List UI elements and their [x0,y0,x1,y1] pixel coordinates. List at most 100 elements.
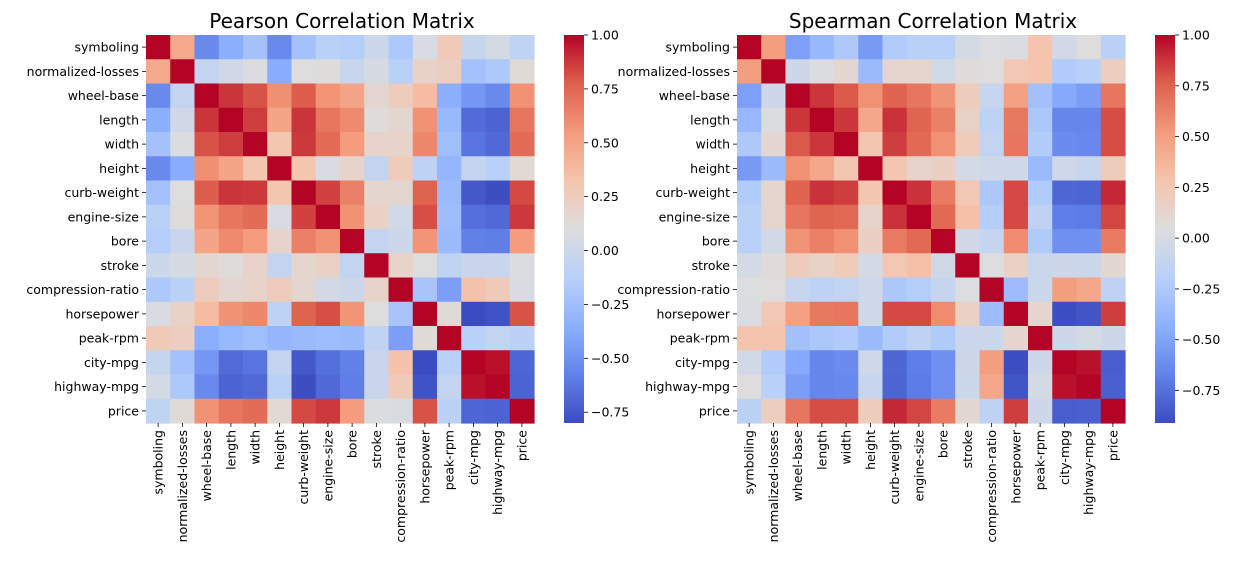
heatmap-cell-stroke-stroke [955,253,981,279]
heatmap-cell-highway-mpg-engine-size [315,374,341,400]
heatmap-cell-bore-horsepower [412,229,438,254]
heatmap-cell-width-price [1100,132,1126,157]
heatmap-cell-city-mpg-width [243,350,268,376]
heatmap-cell-stroke-symboling [146,253,171,279]
heatmap-cell-engine-size-length [218,204,244,230]
heatmap-cell-city-mpg-compression-ratio [388,350,414,376]
heatmap-cell-highway-mpg-length [809,374,835,400]
heatmap-cell-peak-rpm-height [858,326,884,351]
heatmap-cell-symboling-peak-rpm [1028,35,1053,60]
heatmap-cell-engine-size-horsepower [412,204,438,230]
heatmap-cell-horsepower-city-mpg [1052,301,1078,327]
x-tick-label: wheel-base [790,430,805,502]
y-tick-label: symboling [666,40,730,55]
heatmap-cell-peak-rpm-symboling [146,326,171,351]
heatmap-cell-wheel-base-peak-rpm [437,83,462,109]
heatmap-cell-curb-weight-highway-mpg [485,180,511,206]
heatmap-cell-normalized-losses-width [834,59,859,85]
heatmap-cell-engine-size-bore [931,204,956,230]
heatmap-cell-curb-weight-width [243,180,268,206]
heatmap-cell-bore-symboling [146,229,171,254]
y-tick-label: city-mpg [675,355,730,370]
heatmap-cell-peak-rpm-horsepower [412,326,438,351]
heatmap-cell-price-peak-rpm [437,398,462,424]
heatmap-cell-stroke-curb-weight [291,253,317,279]
heatmap-cell-length-city-mpg [461,107,487,133]
heatmap-cell-engine-size-compression-ratio [388,204,414,230]
heatmap-cell-normalized-losses-stroke [364,59,390,85]
heatmap-cell-horsepower-stroke [364,301,390,327]
heatmap-cell-normalized-losses-stroke [955,59,981,85]
heatmap-cell-width-price [509,132,535,157]
heatmap-cell-horsepower-normalized-losses [761,301,787,327]
heatmap-cell-wheel-base-height [267,83,293,109]
heatmap-cell-symboling-horsepower [412,35,438,60]
heatmap-cell-length-normalized-losses [170,107,196,133]
heatmap-cell-width-peak-rpm [1028,132,1053,157]
heatmap-cell-peak-rpm-normalized-losses [761,326,787,351]
heatmap-cell-height-height [267,156,293,182]
heatmap-cell-horsepower-length [218,301,244,327]
y-tick-label: engine-size [659,209,731,224]
heatmap-cell-horsepower-city-mpg [461,301,487,327]
heatmap-cell-symboling-length [218,35,244,60]
heatmap-cell-stroke-height [267,253,293,279]
heatmap-cell-curb-weight-city-mpg [1052,180,1078,206]
heatmap-cell-curb-weight-horsepower [1003,180,1029,206]
heatmap-cell-bore-peak-rpm [1028,229,1053,254]
heatmap-cell-symboling-price [509,35,535,60]
heatmap-cell-city-mpg-symboling [737,350,762,376]
heatmap-cell-horsepower-height [858,301,884,327]
heatmap-cell-horsepower-curb-weight [882,301,908,327]
heatmap-cell-bore-length [218,229,244,254]
heatmap-cell-horsepower-stroke [955,301,981,327]
heatmap-cell-normalized-losses-highway-mpg [485,59,511,85]
heatmap-cell-horsepower-engine-size [906,301,932,327]
heatmap-cell-highway-mpg-stroke [364,374,390,400]
heatmap-cell-highway-mpg-curb-weight [882,374,908,400]
colorbar-tick-label: −0.25 [591,297,629,312]
heatmap-cell-width-wheel-base [194,132,220,157]
heatmap-cell-length-width [243,107,268,133]
heatmap-cell-bore-length [809,229,835,254]
heatmap-cell-highway-mpg-peak-rpm [1028,374,1053,400]
heatmap-cell-city-mpg-horsepower [1003,350,1029,376]
heatmap-cell-width-horsepower [1003,132,1029,157]
heatmap-cell-bore-peak-rpm [437,229,462,254]
heatmap-cell-price-price [509,398,535,424]
heatmap-cell-curb-weight-curb-weight [882,180,908,206]
heatmap-cell-compression-ratio-symboling [737,277,762,303]
heatmap-cell-length-compression-ratio [388,107,414,133]
x-tick-label: height [272,430,287,470]
heatmap-cell-stroke-height [858,253,884,279]
heatmap-cell-symboling-curb-weight [291,35,317,60]
x-tick-label: width [839,430,854,464]
heatmap-cell-stroke-price [1100,253,1126,279]
heatmap-cell-wheel-base-stroke [364,83,390,109]
heatmap-cell-height-wheel-base [194,156,220,182]
heatmap-cell-wheel-base-normalized-losses [170,83,196,109]
heatmap-cell-curb-weight-highway-mpg [1076,180,1102,206]
heatmap-cell-curb-weight-stroke [364,180,390,206]
heatmap-cell-width-normalized-losses [761,132,787,157]
y-tick-label: wheel-base [659,88,731,103]
heatmap-cell-engine-size-highway-mpg [1076,204,1102,230]
heatmap-cell-height-city-mpg [1052,156,1078,182]
heatmap-cell-length-length [218,107,244,133]
heatmap-cell-horsepower-normalized-losses [170,301,196,327]
heatmap-cell-normalized-losses-symboling [146,59,171,85]
heatmap-cell-bore-curb-weight [882,229,908,254]
heatmap-cell-stroke-width [243,253,268,279]
x-tick-label: compression-ratio [393,430,408,543]
colorbar-tick-label: −0.75 [591,405,629,420]
heatmap-cell-stroke-peak-rpm [1028,253,1053,279]
heatmap-cell-city-mpg-curb-weight [882,350,908,376]
heatmap-cell-engine-size-height [858,204,884,230]
heatmap-cell-engine-size-price [509,204,535,230]
heatmap-cell-length-curb-weight [291,107,317,133]
heatmap-cell-symboling-symboling [146,35,171,60]
heatmap-cell-symboling-bore [340,35,365,60]
heatmap-cell-peak-rpm-city-mpg [461,326,487,351]
heatmap-cell-price-city-mpg [1052,398,1078,424]
colorbar-tick-label: 0.25 [1182,180,1210,195]
